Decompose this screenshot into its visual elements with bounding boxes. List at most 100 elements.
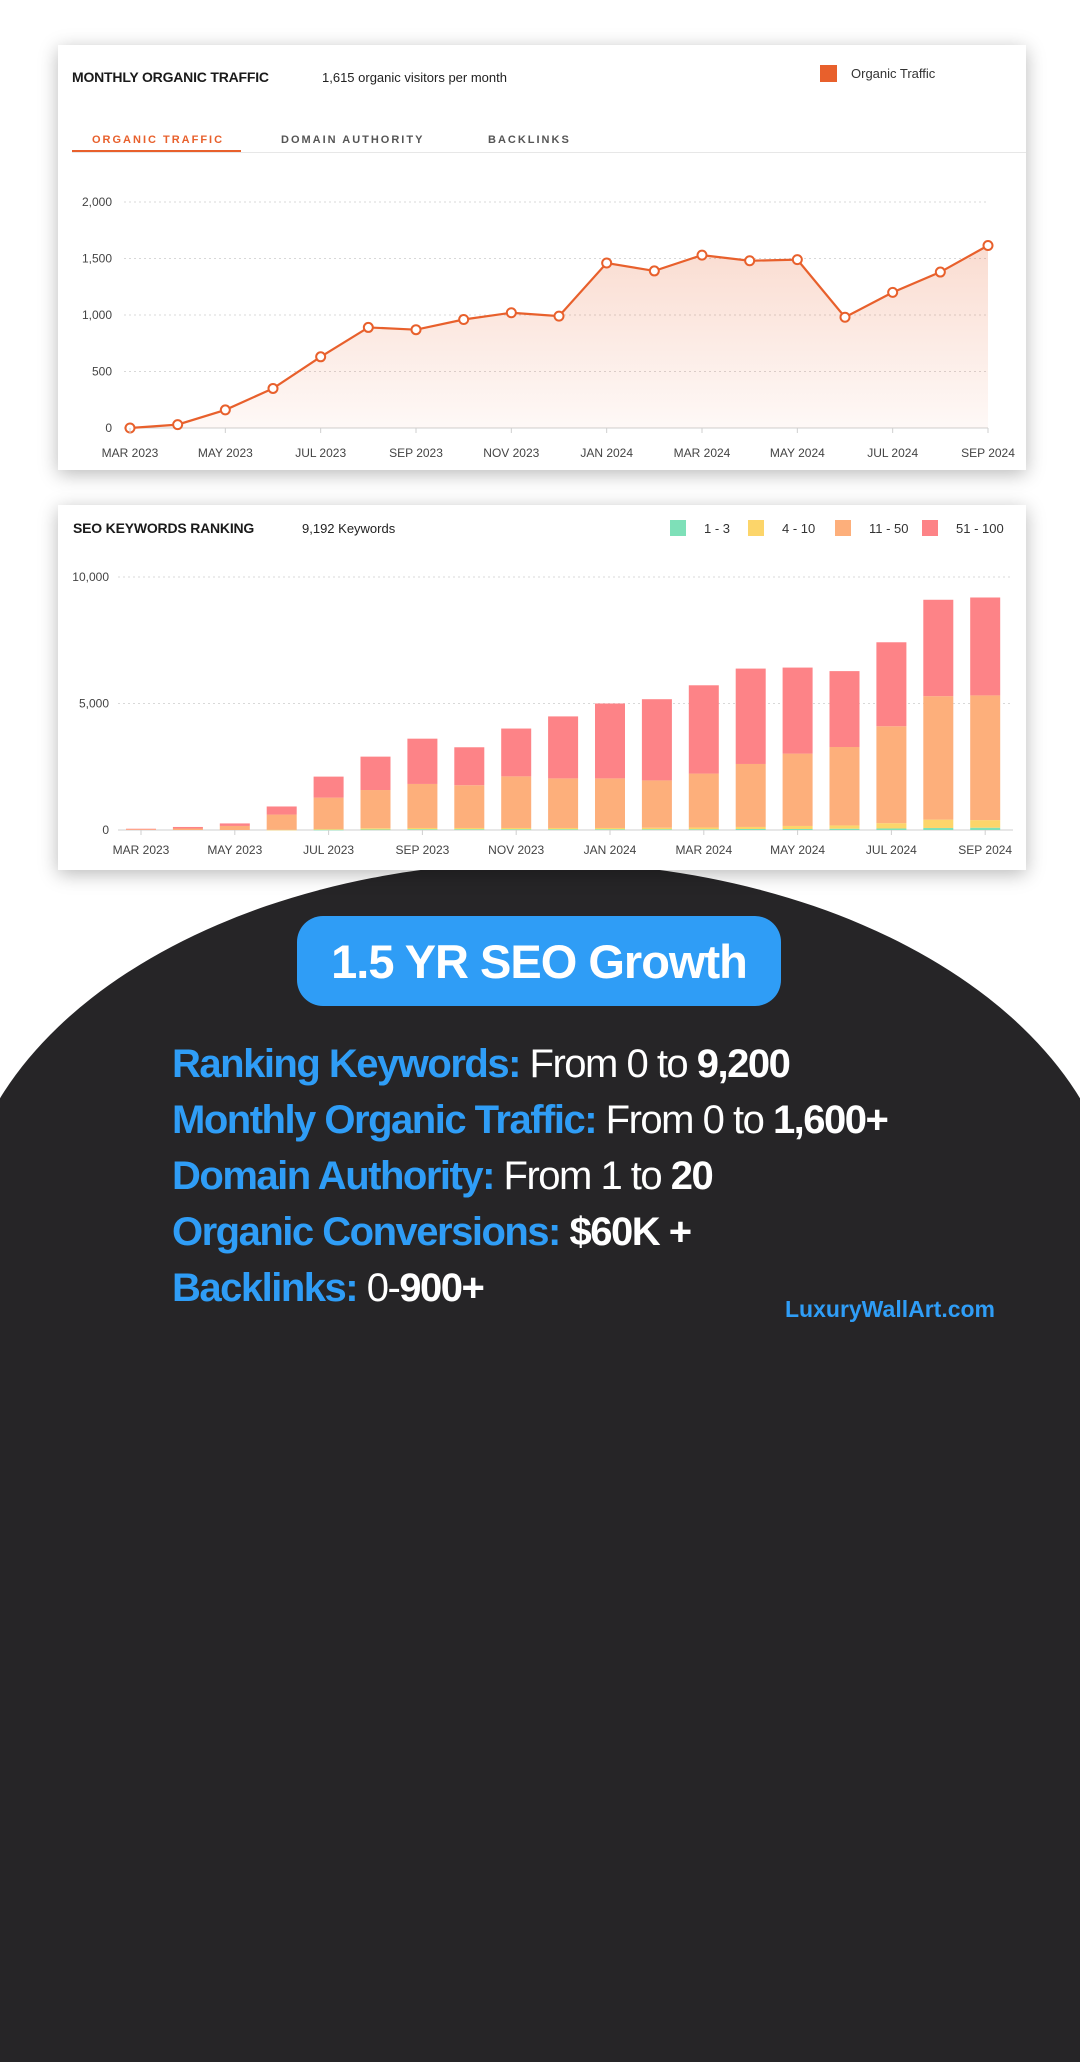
keyword-bar-segment [548, 778, 579, 828]
stat-value: 20 [670, 1154, 714, 1198]
stat-backlinks: Backlinks: 0-900+ [172, 1260, 1032, 1316]
traffic-data-point [839, 311, 851, 323]
stat-value: 1,600+ [772, 1098, 889, 1142]
traffic-data-point [791, 254, 803, 266]
stat-ranking-keywords: Ranking Keywords: From 0 to 9,200 [172, 1036, 1032, 1092]
y-tick-label: 1,000 [82, 308, 112, 322]
keyword-bar-segment [735, 763, 766, 827]
keyword-bar-segment [407, 783, 438, 828]
legend-label: Organic Traffic [851, 66, 936, 81]
stat-value: $60K + [569, 1210, 693, 1254]
stat-label: Domain Authority: [172, 1154, 495, 1198]
x-tick-label: MAR 2023 [102, 446, 159, 460]
legend-swatch [922, 520, 938, 536]
y-tick-label: 10,000 [72, 570, 109, 584]
legend-organic-traffic: Organic Traffic [820, 65, 935, 82]
tab-backlinks[interactable]: BACKLINKS [488, 134, 571, 146]
x-tick-label: SEP 2023 [389, 446, 443, 460]
stats-list: Ranking Keywords: From 0 to 9,200 Monthl… [172, 1036, 1032, 1316]
keyword-bar-segment [266, 814, 297, 830]
site-link[interactable]: LuxuryWallArt.com [785, 1296, 996, 1322]
legend-pos-51-100: 51 - 100 [922, 520, 1004, 536]
x-tick-label: JUL 2023 [303, 843, 354, 857]
keywords-card-title: SEO KEYWORDS RANKING [73, 520, 255, 536]
keyword-bar-segment [548, 827, 579, 830]
traffic-card-subtitle: 1,615 organic visitors per month [322, 70, 507, 85]
y-tick-label: 500 [92, 365, 112, 379]
keyword-bar-segment [501, 776, 532, 828]
stat-label: Backlinks: [172, 1266, 359, 1310]
keyword-bar-segment [454, 747, 485, 786]
keyword-bar-segment [923, 819, 954, 828]
traffic-card-title: MONTHLY ORGANIC TRAFFIC [72, 69, 269, 85]
legend-swatch [748, 520, 764, 536]
y-tick-label: 1,500 [82, 252, 112, 266]
keyword-bar-segment [641, 699, 672, 781]
x-tick-label: MAY 2024 [770, 446, 825, 460]
legend-pos-11-50: 11 - 50 [835, 520, 909, 536]
keyword-bar-segment [782, 828, 813, 830]
legend-swatch [820, 65, 837, 82]
legend-label: 4 - 10 [782, 520, 816, 536]
x-tick-label: MAY 2024 [770, 843, 825, 857]
stat-value: 9,200 [696, 1042, 791, 1086]
keyword-bar-segment [829, 747, 860, 826]
legend-swatch [670, 520, 686, 536]
keyword-bar-segment [313, 776, 344, 798]
stat-organic-conversions: Organic Conversions: $60K + [172, 1204, 1032, 1260]
x-tick-label: MAY 2023 [207, 843, 262, 857]
keyword-bar-segment [641, 829, 672, 830]
traffic-data-point [458, 314, 470, 326]
stat-text: From 0 to [596, 1098, 773, 1142]
keyword-bar-segment [970, 820, 1001, 828]
x-tick-label: JAN 2024 [584, 843, 637, 857]
keyword-bar-segment [970, 597, 1001, 696]
stat-text [560, 1210, 570, 1254]
keyword-bar-segment [595, 827, 625, 830]
keyword-bar-segment [501, 728, 532, 777]
legend-swatch [835, 520, 851, 536]
x-tick-label: JAN 2024 [580, 446, 633, 460]
keyword-bar-segment [219, 825, 250, 830]
traffic-data-point [267, 382, 279, 394]
keyword-bar-segment [595, 829, 625, 830]
y-tick-label: 0 [105, 421, 112, 435]
keyword-bar-segment [876, 726, 907, 824]
traffic-data-point [601, 257, 613, 269]
keyword-bar-segment [782, 753, 813, 826]
keyword-bar-segment [454, 785, 485, 828]
keyword-bar-segment [641, 780, 672, 828]
keyword-bar-segment [360, 756, 391, 791]
stat-value: 900+ [399, 1266, 485, 1310]
traffic-data-point [887, 286, 899, 298]
keyword-bar-segment [454, 829, 485, 830]
keyword-bar-segment [735, 828, 766, 830]
x-tick-label: JUL 2024 [867, 446, 918, 460]
keyword-bar-segment [172, 828, 203, 830]
keyword-bar-segment [126, 829, 156, 830]
tab-divider [72, 152, 1026, 153]
traffic-data-point [982, 240, 994, 252]
stat-monthly-traffic: Monthly Organic Traffic: From 0 to 1,600… [172, 1092, 1032, 1148]
stat-label: Monthly Organic Traffic: [172, 1098, 598, 1142]
keyword-bar-segment [407, 829, 438, 830]
traffic-data-point [505, 307, 517, 319]
x-tick-label: MAR 2024 [674, 446, 731, 460]
y-tick-label: 2,000 [82, 195, 112, 209]
keyword-bar-segment [219, 823, 250, 826]
keyword-bar-segment [548, 829, 579, 830]
keyword-bar-segment [641, 827, 672, 830]
stat-text: From 1 to [493, 1154, 671, 1198]
stat-domain-authority: Domain Authority: From 1 to 20 [172, 1148, 1032, 1204]
x-tick-label: JUL 2023 [295, 446, 346, 460]
tab-organic-traffic[interactable]: ORGANIC TRAFFIC [92, 134, 225, 146]
keyword-bar-segment [688, 827, 719, 830]
keyword-bar-segment [172, 826, 203, 829]
x-tick-label: SEP 2023 [395, 843, 449, 857]
organic-traffic-line-chart: 0 500 1,000 1,500 2,000 MAR 2023 MAY 2023 JUL 2… [82, 195, 1015, 460]
keyword-bar-segment [501, 827, 532, 830]
keyword-bar-segment [829, 671, 860, 748]
keyword-bar-segment [923, 827, 954, 830]
tab-domain-authority[interactable]: DOMAIN AUTHORITY [281, 134, 425, 146]
headline-badge: 1.5 YR SEO Growth [297, 916, 781, 1006]
